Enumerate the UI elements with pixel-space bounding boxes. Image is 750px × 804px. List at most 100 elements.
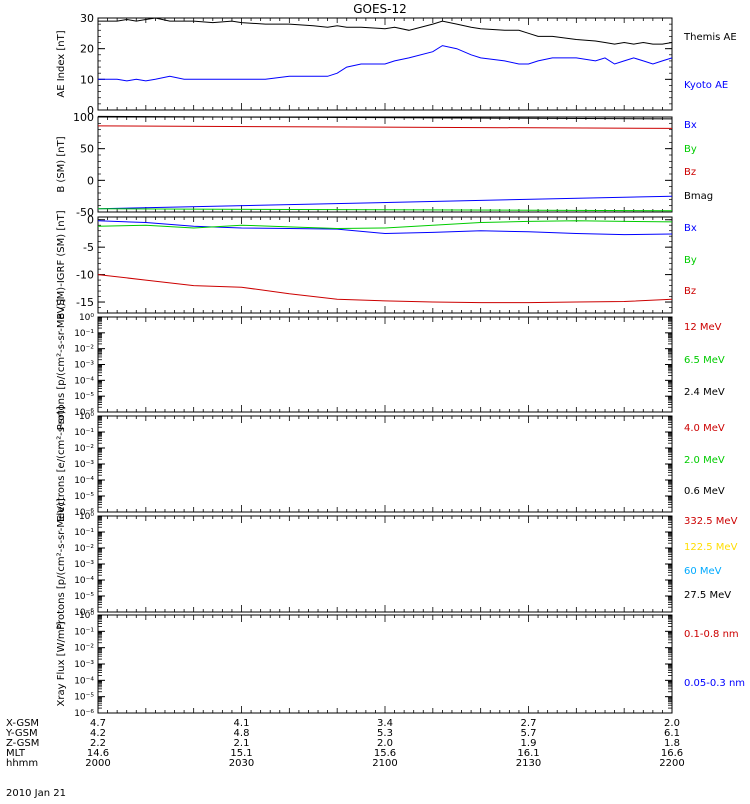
- series-line-1: [97, 220, 673, 230]
- y-tick-label: 10⁻⁴: [74, 376, 94, 386]
- panel-6: Xray Flux [W/m²] 10⁻⁶ 10⁻⁵ 10⁻⁴ 10⁻³ 10⁻² 10⁻¹…: [56, 611, 745, 719]
- ephemeris-value: 1.9: [521, 738, 537, 749]
- ephemeris-value: 4.2: [90, 728, 106, 739]
- y-tick-label: 10⁻⁵: [74, 392, 94, 402]
- y-tick-label: 10⁰: [79, 611, 94, 621]
- y-tick-label: 10⁻¹: [74, 428, 94, 438]
- ephemeris-value: 4.1: [234, 718, 250, 729]
- panel-3: Protons [p/(cm²-s-sr-MeV)] 10⁻⁶ 10⁻⁵ 10⁻⁴ 10…: [56, 299, 725, 431]
- legend-label: 332.5 MeV: [684, 516, 738, 527]
- y-tick-label: 0: [87, 104, 94, 117]
- ephemeris-value: 5.3: [377, 728, 393, 739]
- legend-label: 4.0 MeV: [684, 423, 725, 434]
- y-axis-label: B (SM) [nT]: [56, 136, 67, 192]
- y-tick-label: 10⁻⁶: [74, 408, 94, 418]
- panel-0: AE Index [nT] 0 10 20 30 Themis AE Kyoto AE: [56, 12, 737, 117]
- ephemeris-row-label: Z-GSM: [6, 738, 39, 749]
- y-axis-label: Protons [p/(cm²-s-sr-MeV)]: [56, 299, 67, 431]
- panel-frame: [97, 316, 673, 413]
- ephemeris-table: X-GSM 4.7 4.1 3.4 2.7 2.0 Y-GSM 4.2 4.8 5.3 5.7 6.1…: [5, 718, 685, 769]
- ephemeris-row-label: hhmm: [6, 758, 38, 769]
- y-axis-label: Electrons [e/(cm²-s-sr)]: [56, 406, 67, 522]
- y-tick-label: 10⁰: [79, 512, 94, 522]
- y-tick-label: 10⁻³: [74, 460, 94, 470]
- ephemeris-value: 14.6: [87, 748, 109, 759]
- panels: AE Index [nT] 0 10 20 30 Themis AE Kyoto AE B (…: [56, 12, 745, 719]
- ephemeris-value: 1.8: [664, 738, 680, 749]
- y-tick-label: 10⁻³: [74, 660, 94, 670]
- ephemeris-value: 5.7: [521, 728, 537, 739]
- y-tick-label: 10⁻¹: [74, 627, 94, 637]
- panel-2: B (SM)-IGRF (SM) [nT] -15 -10 -5 0 Bx By Bz: [56, 210, 697, 319]
- y-tick-label: 10⁻¹: [74, 329, 94, 339]
- ephemeris-value: 6.1: [664, 728, 680, 739]
- legend-label: 2.0 MeV: [684, 455, 725, 466]
- y-axis-label: Protons [p/(cm²-s-sr-MeV)]: [56, 498, 67, 630]
- y-tick-label: 10⁰: [79, 313, 94, 323]
- y-tick-label: 10⁻¹: [74, 528, 94, 538]
- legend-label: Kyoto AE: [684, 80, 728, 91]
- y-tick-label: 30: [80, 12, 94, 25]
- legend-label: 122.5 MeV: [684, 542, 738, 553]
- series-line-1: [97, 208, 673, 212]
- ephemeris-value: 15.6: [374, 748, 396, 759]
- ephemeris-value: 15.1: [230, 748, 252, 759]
- y-tick-label: 10⁻⁶: [74, 508, 94, 518]
- panel-frame: [97, 614, 673, 714]
- series-line-2: [97, 274, 673, 304]
- legend-label: 0.05-0.3 nm: [684, 678, 745, 689]
- series-line-2: [97, 125, 673, 129]
- panel-1: B (SM) [nT] -50 0 50 100 Bx By Bz Bmag: [56, 111, 713, 219]
- series-line-0: [98, 17, 673, 45]
- y-tick-label: 10⁻³: [74, 560, 94, 570]
- panel-frame: [97, 216, 673, 314]
- y-tick-label: 10⁻³: [74, 361, 94, 371]
- y-tick-label: 10⁻⁴: [74, 576, 94, 586]
- ephemeris-value: 2.0: [664, 718, 680, 729]
- ephemeris-row-label: Y-GSM: [5, 728, 38, 739]
- y-tick-label: 50: [80, 143, 94, 156]
- y-tick-label: -15: [76, 296, 94, 309]
- y-tick-label: 10⁻⁶: [74, 709, 94, 719]
- series-line-3: [97, 115, 673, 120]
- plot-title: GOES-12: [353, 2, 407, 16]
- legend-label: Bx: [684, 223, 697, 234]
- ephemeris-value: 3.4: [377, 718, 393, 729]
- panel-frame: [97, 515, 673, 613]
- series-line-1: [98, 45, 673, 82]
- y-tick-label: 20: [80, 43, 94, 56]
- ephemeris-row-label: X-GSM: [6, 718, 39, 729]
- panel-5: Protons [p/(cm²-s-sr-MeV)] 10⁻⁶ 10⁻⁵ 10⁻⁴ 10…: [56, 498, 738, 630]
- ephemeris-value: 2.1: [234, 738, 250, 749]
- y-tick-label: 10⁻⁵: [74, 693, 94, 703]
- date-label: 2010 Jan 21: [6, 788, 66, 799]
- panel-frame: [97, 415, 673, 513]
- y-tick-label: 10⁻⁶: [74, 608, 94, 618]
- ephemeris-value: 2000: [85, 758, 110, 769]
- legend-label: Bz: [684, 167, 696, 178]
- ephemeris-value: 2.7: [521, 718, 537, 729]
- legend-label: 12 MeV: [684, 322, 722, 333]
- ephemeris-value: 4.7: [90, 718, 106, 729]
- ephemeris-row-label: MLT: [6, 748, 26, 759]
- ephemeris-value: 2030: [229, 758, 254, 769]
- y-tick-label: 10: [80, 73, 94, 86]
- y-tick-label: 10⁻⁵: [74, 592, 94, 602]
- y-tick-label: 10⁰: [79, 412, 94, 422]
- y-tick-label: 10⁻⁴: [74, 676, 94, 686]
- ephemeris-value: 2.2: [90, 738, 106, 749]
- y-tick-label: 10⁻⁵: [74, 492, 94, 502]
- y-axis-label: B (SM)-IGRF (SM) [nT]: [56, 210, 67, 319]
- ephemeris-value: 16.6: [661, 748, 683, 759]
- ephemeris-value: 2130: [516, 758, 541, 769]
- y-tick-label: 0: [87, 214, 94, 227]
- y-tick-label: -50: [76, 206, 94, 219]
- legend-label: 6.5 MeV: [684, 355, 725, 366]
- legend-label: 0.6 MeV: [684, 486, 725, 497]
- y-tick-label: 10⁻²: [74, 644, 94, 654]
- ephemeris-value: 4.8: [234, 728, 250, 739]
- legend-label: 2.4 MeV: [684, 387, 725, 398]
- series-line-0: [97, 220, 673, 236]
- ephemeris-value: 2200: [659, 758, 684, 769]
